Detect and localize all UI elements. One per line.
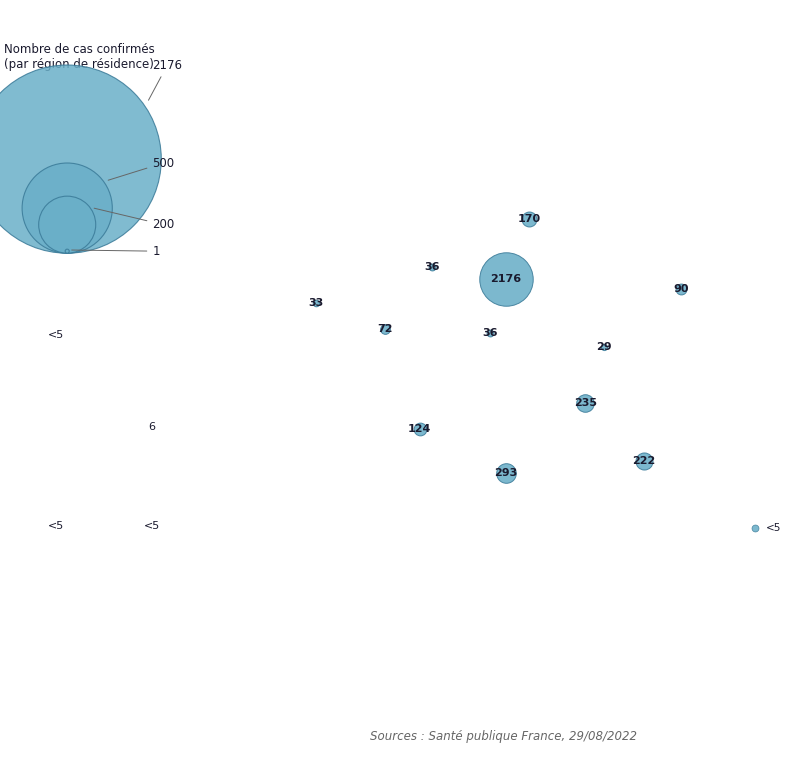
Text: 33: 33: [309, 298, 324, 309]
Text: 90: 90: [674, 283, 689, 293]
Text: 29: 29: [596, 342, 612, 353]
Text: <5: <5: [766, 523, 782, 533]
Circle shape: [65, 249, 70, 253]
Text: 235: 235: [574, 398, 597, 408]
Text: 500: 500: [108, 156, 174, 181]
Text: 36: 36: [425, 262, 440, 272]
Text: <5: <5: [48, 520, 64, 531]
Text: Nombre de cas confirmés
(par région de résidence): Nombre de cas confirmés (par région de r…: [5, 43, 155, 71]
Text: <5: <5: [144, 520, 160, 531]
Text: 200: 200: [94, 208, 174, 231]
Text: 2176: 2176: [490, 274, 522, 284]
Text: 170: 170: [518, 213, 541, 223]
Text: 1: 1: [72, 245, 160, 258]
Text: 2176: 2176: [149, 59, 182, 101]
Text: 72: 72: [377, 324, 392, 334]
Circle shape: [38, 196, 96, 253]
Text: 6: 6: [149, 421, 155, 432]
Text: 293: 293: [494, 468, 518, 478]
Circle shape: [0, 65, 162, 253]
Text: <5: <5: [48, 330, 64, 341]
Text: Sources : Santé publique France, 29/08/2022: Sources : Santé publique France, 29/08/2…: [370, 730, 638, 743]
Text: 36: 36: [482, 328, 498, 338]
Text: 124: 124: [408, 424, 431, 434]
Circle shape: [22, 163, 112, 253]
Text: 222: 222: [632, 456, 655, 466]
